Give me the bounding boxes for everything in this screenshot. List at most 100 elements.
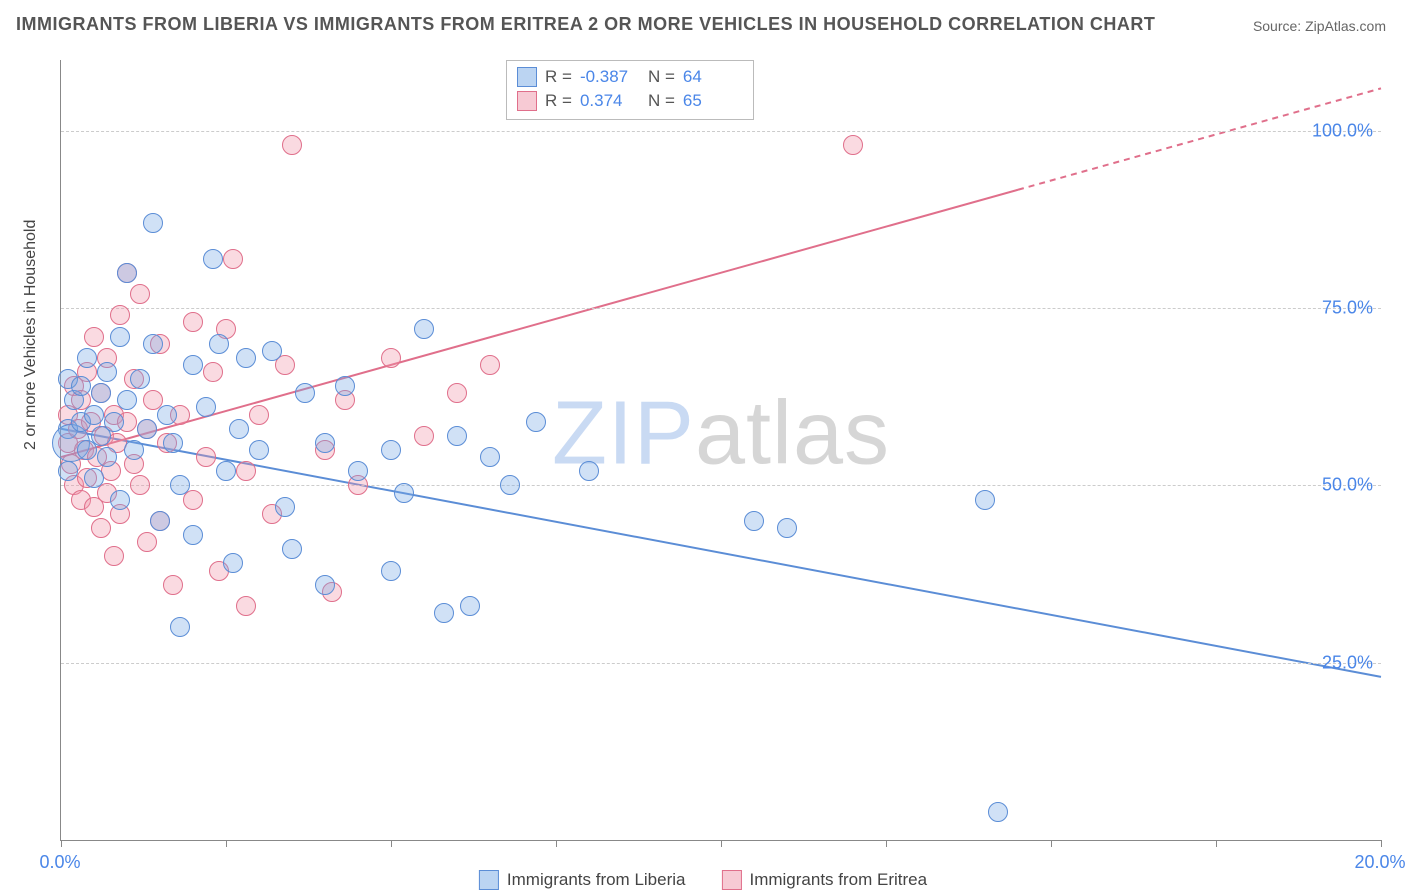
- scatter-point-blue: [84, 468, 104, 488]
- scatter-point-pink: [447, 383, 467, 403]
- scatter-point-blue: [295, 383, 315, 403]
- r-label: R =: [545, 89, 572, 113]
- scatter-point-blue: [447, 426, 467, 446]
- scatter-point-pink: [843, 135, 863, 155]
- legend-label-blue: Immigrants from Liberia: [507, 870, 686, 890]
- scatter-point-pink: [480, 355, 500, 375]
- source-value: ZipAtlas.com: [1305, 18, 1386, 34]
- scatter-point-blue: [414, 319, 434, 339]
- scatter-point-blue: [203, 249, 223, 269]
- x-tick: [1051, 840, 1052, 847]
- scatter-point-blue: [348, 461, 368, 481]
- r-label: R =: [545, 65, 572, 89]
- scatter-point-blue: [777, 518, 797, 538]
- scatter-point-blue: [110, 490, 130, 510]
- scatter-point-blue: [97, 362, 117, 382]
- scatter-point-blue: [275, 497, 295, 517]
- scatter-point-blue: [196, 397, 216, 417]
- scatter-point-blue: [480, 447, 500, 467]
- scatter-point-blue: [460, 596, 480, 616]
- r-value-blue: -0.387: [580, 65, 640, 89]
- legend-item-pink: Immigrants from Eritrea: [721, 870, 927, 890]
- scatter-point-blue: [137, 419, 157, 439]
- scatter-point-pink: [163, 575, 183, 595]
- scatter-point-blue: [335, 376, 355, 396]
- plot-area: ZIPatlas R = -0.387 N = 64 R = 0.374 N =…: [60, 60, 1381, 841]
- scatter-point-blue: [249, 440, 269, 460]
- x-tick: [556, 840, 557, 847]
- scatter-point-blue: [183, 525, 203, 545]
- stats-row-blue: R = -0.387 N = 64: [517, 65, 743, 89]
- x-tick: [721, 840, 722, 847]
- scatter-point-pink: [381, 348, 401, 368]
- y-tick-label: 25.0%: [1322, 652, 1373, 673]
- x-tick-label: 0.0%: [39, 852, 80, 873]
- scatter-point-blue: [381, 561, 401, 581]
- n-value-pink: 65: [683, 89, 743, 113]
- scatter-point-blue: [97, 447, 117, 467]
- scatter-point-blue: [150, 511, 170, 531]
- n-value-blue: 64: [683, 65, 743, 89]
- stats-box: R = -0.387 N = 64 R = 0.374 N = 65: [506, 60, 754, 120]
- scatter-point-blue: [315, 433, 335, 453]
- scatter-point-blue: [236, 348, 256, 368]
- scatter-point-blue: [91, 383, 111, 403]
- swatch-pink-icon: [517, 91, 537, 111]
- legend-label-pink: Immigrants from Eritrea: [749, 870, 927, 890]
- scatter-point-pink: [282, 135, 302, 155]
- scatter-point-blue: [988, 802, 1008, 822]
- scatter-point-blue: [209, 334, 229, 354]
- scatter-point-pink: [223, 249, 243, 269]
- legend-item-blue: Immigrants from Liberia: [479, 870, 686, 890]
- scatter-point-blue: [744, 511, 764, 531]
- scatter-point-blue: [394, 483, 414, 503]
- scatter-point-blue: [579, 461, 599, 481]
- scatter-point-pink: [130, 475, 150, 495]
- scatter-point-blue: [975, 490, 995, 510]
- scatter-point-blue: [170, 475, 190, 495]
- n-label: N =: [648, 65, 675, 89]
- scatter-point-pink: [196, 447, 216, 467]
- y-axis-label: 2 or more Vehicles in Household: [22, 220, 40, 450]
- x-tick: [1381, 840, 1382, 847]
- scatter-point-pink: [183, 312, 203, 332]
- stats-row-pink: R = 0.374 N = 65: [517, 89, 743, 113]
- scatter-point-blue: [117, 390, 137, 410]
- scatter-point-blue: [223, 553, 243, 573]
- scatter-point-blue: [381, 440, 401, 460]
- scatter-point-blue: [143, 213, 163, 233]
- swatch-blue-icon: [517, 67, 537, 87]
- scatter-point-pink: [236, 596, 256, 616]
- scatter-point-blue: [229, 419, 249, 439]
- scatter-point-blue: [526, 412, 546, 432]
- r-value-pink: 0.374: [580, 89, 640, 113]
- scatter-point-blue: [110, 327, 130, 347]
- scatter-point-blue: [170, 617, 190, 637]
- scatter-point-blue: [124, 440, 144, 460]
- scatter-point-blue: [183, 355, 203, 375]
- scatter-point-blue: [157, 405, 177, 425]
- scatter-point-pink: [137, 532, 157, 552]
- scatter-point-pink: [110, 305, 130, 325]
- scatter-point-blue: [434, 603, 454, 623]
- scatter-point-blue: [58, 461, 78, 481]
- scatter-point-blue: [163, 433, 183, 453]
- scatter-point-pink: [130, 284, 150, 304]
- gridline-h: [61, 131, 1381, 132]
- source-prefix: Source:: [1253, 18, 1301, 34]
- y-tick-label: 100.0%: [1312, 120, 1373, 141]
- trend-line: [61, 429, 1381, 677]
- x-tick: [886, 840, 887, 847]
- scatter-point-pink: [84, 327, 104, 347]
- swatch-blue-icon: [479, 870, 499, 890]
- scatter-point-blue: [77, 348, 97, 368]
- scatter-point-blue: [84, 405, 104, 425]
- legend: Immigrants from Liberia Immigrants from …: [479, 870, 927, 890]
- source-label: Source: ZipAtlas.com: [1253, 18, 1386, 34]
- scatter-point-blue: [143, 334, 163, 354]
- x-tick: [1216, 840, 1217, 847]
- scatter-point-blue: [104, 412, 124, 432]
- x-tick: [226, 840, 227, 847]
- x-tick-label: 20.0%: [1354, 852, 1405, 873]
- n-label: N =: [648, 89, 675, 113]
